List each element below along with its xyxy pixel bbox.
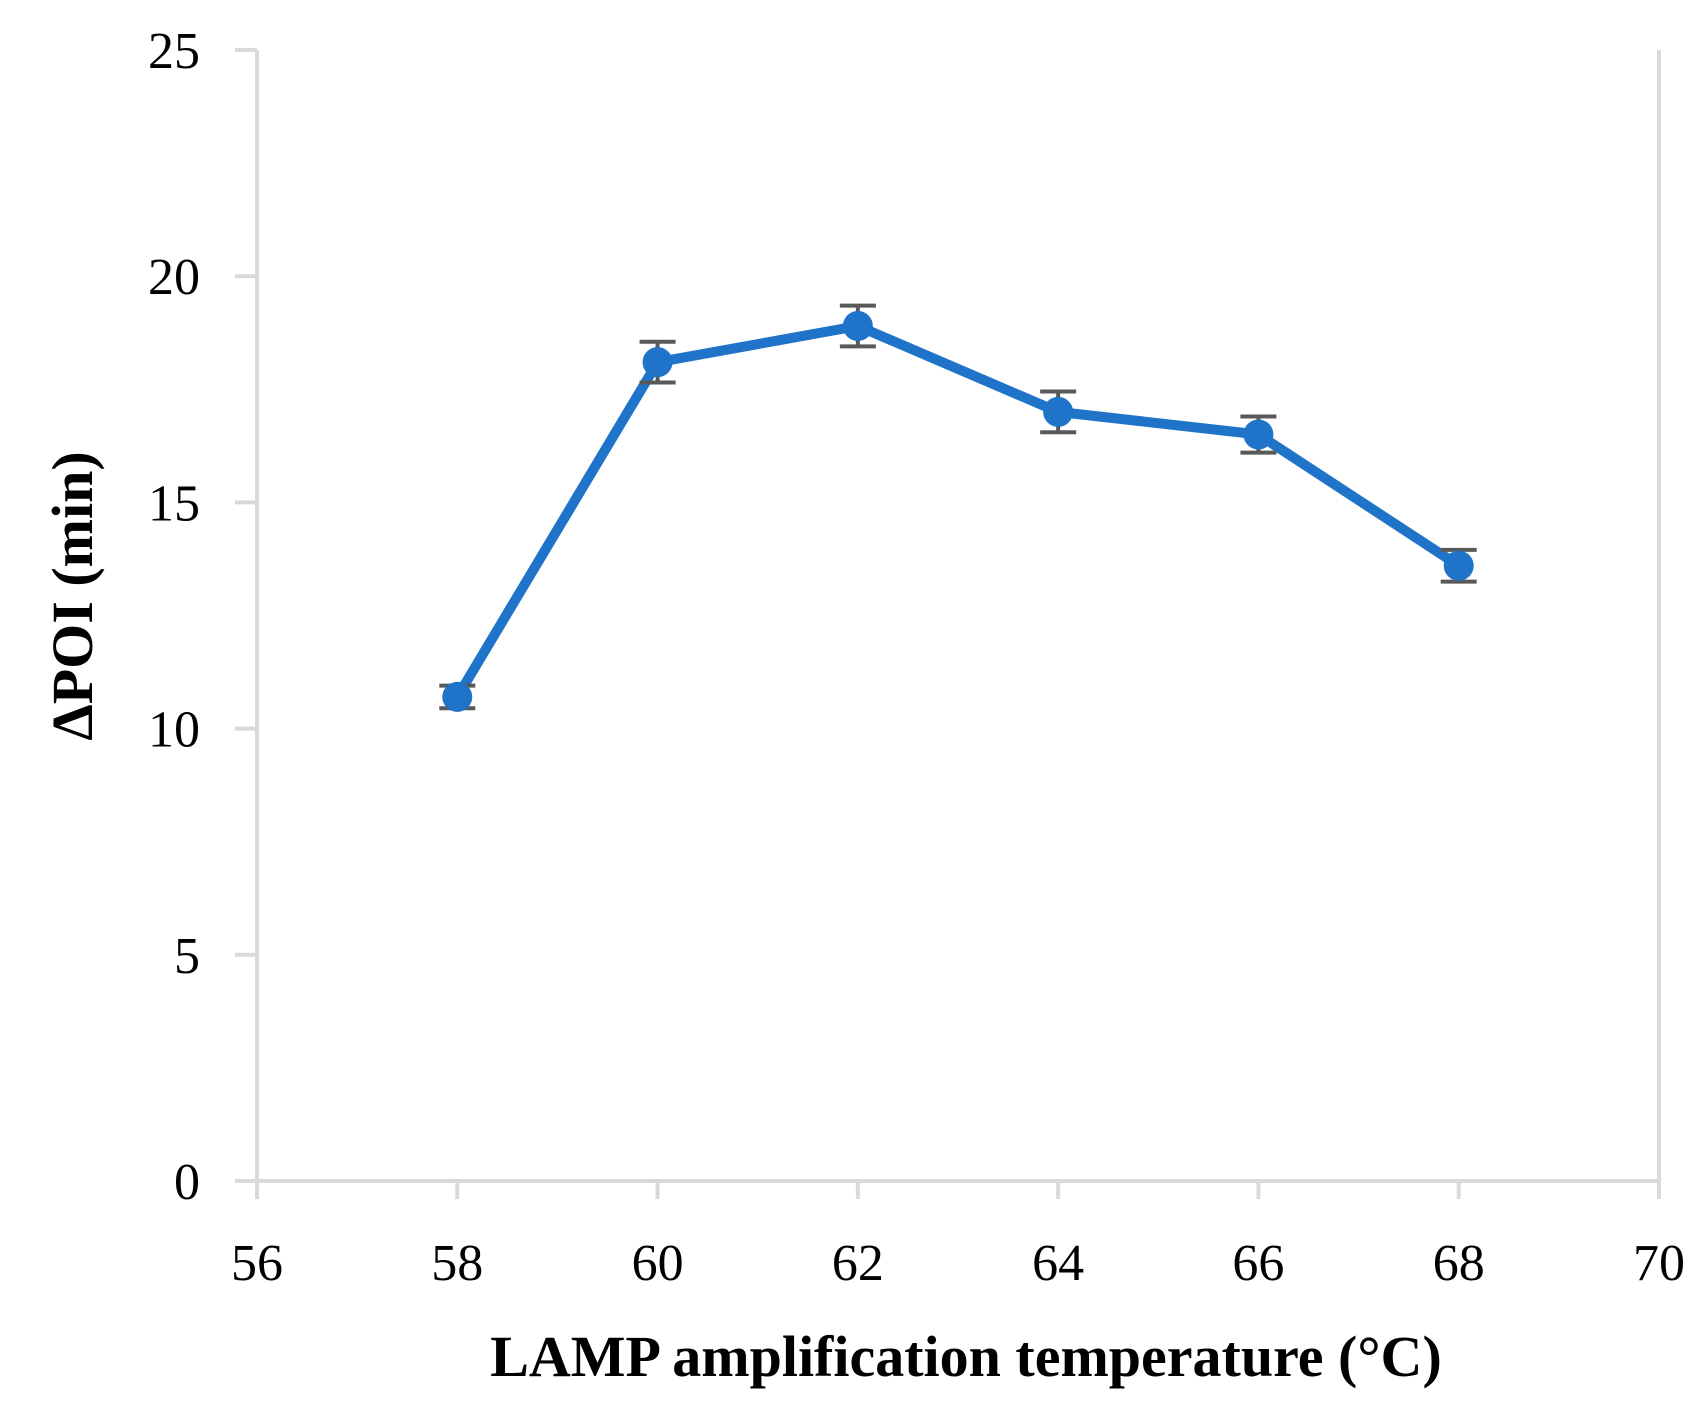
x-tick-label: 62 bbox=[832, 1235, 884, 1292]
data-point bbox=[842, 310, 873, 341]
data-point bbox=[642, 347, 673, 378]
data-point bbox=[1443, 550, 1474, 581]
y-axis-title: ΔPOI (min) bbox=[40, 451, 105, 740]
x-tick-label: 70 bbox=[1633, 1235, 1685, 1292]
data-point bbox=[442, 681, 473, 712]
y-tick-label: 5 bbox=[174, 928, 200, 985]
axes bbox=[235, 50, 1661, 1183]
data-point bbox=[1243, 419, 1274, 450]
y-tick-label: 15 bbox=[148, 475, 200, 532]
x-tick-label: 60 bbox=[632, 1235, 684, 1292]
y-tick-label: 10 bbox=[148, 702, 200, 759]
x-tick-label: 64 bbox=[1032, 1235, 1084, 1292]
y-tick-label: 25 bbox=[148, 23, 200, 80]
y-axis-ticks: 0 5 10 15 20 25 bbox=[148, 23, 257, 1211]
x-axis-ticks: 56 58 60 62 64 66 68 70 bbox=[231, 1181, 1685, 1292]
x-tick-label: 66 bbox=[1232, 1235, 1284, 1292]
x-tick-label: 68 bbox=[1433, 1235, 1485, 1292]
x-tick-label: 56 bbox=[231, 1235, 283, 1292]
y-tick-label: 20 bbox=[148, 249, 200, 306]
x-axis-title: LAMP amplification temperature (°C) bbox=[490, 1324, 1442, 1389]
series-line bbox=[452, 321, 1464, 702]
y-tick-label: 0 bbox=[174, 1154, 200, 1211]
data-point bbox=[1043, 396, 1074, 427]
x-tick-label: 58 bbox=[431, 1235, 483, 1292]
series-layer bbox=[439, 303, 1477, 712]
